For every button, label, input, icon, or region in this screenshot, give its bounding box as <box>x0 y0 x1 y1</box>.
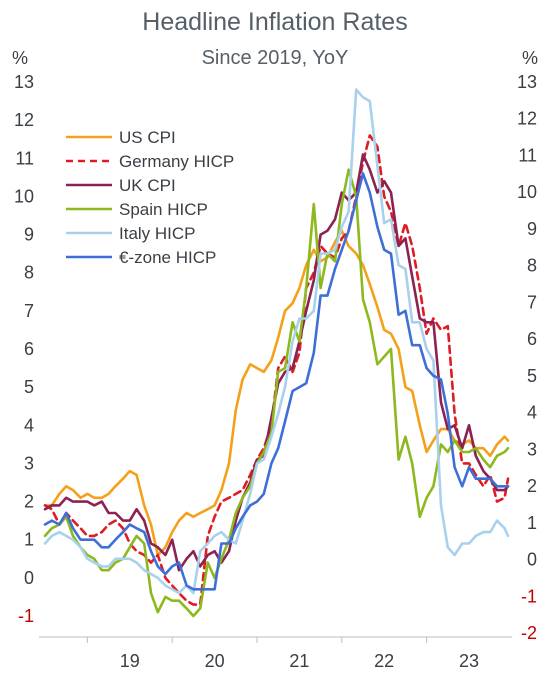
legend-label: Italy HICP <box>119 224 196 243</box>
left-tick-label: 12 <box>14 110 34 130</box>
legend-label: Spain HICP <box>119 200 208 219</box>
right-tick-label: 3 <box>527 439 537 459</box>
legend-label: US CPI <box>119 128 176 147</box>
left-tick-label: 1 <box>24 530 34 550</box>
right-tick-label: 5 <box>527 366 537 386</box>
left-tick-label: 8 <box>24 263 34 283</box>
left-tick-label: 10 <box>14 186 34 206</box>
right-tick-label: -1 <box>521 586 537 606</box>
series-line-us-cpi <box>43 229 510 557</box>
right-axis-unit: % <box>522 48 538 68</box>
left-tick-label: -1 <box>18 606 34 626</box>
right-tick-label: 7 <box>527 292 537 312</box>
left-tick-label: 5 <box>24 377 34 397</box>
right-tick-label: 12 <box>517 109 537 129</box>
chart-title: Headline Inflation Rates <box>142 8 407 36</box>
x-axis-ticks: 19 20 21 22 23 <box>86 637 479 671</box>
left-tick-label: 2 <box>24 492 34 512</box>
x-tick-label: 20 <box>205 651 225 671</box>
chart-subtitle: Since 2019, YoY <box>202 47 349 69</box>
legend: US CPI Germany HICP UK CPI Spain HICP Italy … <box>66 128 234 267</box>
right-tick-label: 0 <box>527 550 537 570</box>
right-tick-label: 1 <box>527 513 537 533</box>
right-tick-label: 6 <box>527 329 537 349</box>
left-tick-label: 3 <box>24 453 34 473</box>
left-tick-label: 6 <box>24 339 34 359</box>
right-tick-label: 10 <box>517 182 537 202</box>
left-tick-label: 13 <box>14 72 34 92</box>
legend-label: UK CPI <box>119 176 176 195</box>
right-tick-label: 11 <box>518 145 537 165</box>
left-tick-label: 9 <box>24 225 34 245</box>
right-tick-label: 4 <box>527 403 537 423</box>
x-tick-label: 21 <box>289 651 309 671</box>
left-tick-label: 7 <box>24 301 34 321</box>
left-axis-unit: % <box>12 48 28 68</box>
x-tick-label: 19 <box>120 651 140 671</box>
left-tick-label: 4 <box>24 415 34 435</box>
series-line-italy-hicp <box>43 88 510 595</box>
series-line-spain-hicp <box>43 168 510 618</box>
x-tick-label: 23 <box>459 651 479 671</box>
right-tick-label: -2 <box>521 623 537 643</box>
right-tick-label: 2 <box>527 476 537 496</box>
series-line-germany-hicp <box>43 134 510 606</box>
right-tick-label: 9 <box>527 219 537 239</box>
series-line-uk-cpi <box>43 153 510 572</box>
legend-label: Germany HICP <box>119 152 234 171</box>
left-tick-label: 0 <box>24 568 34 588</box>
legend-label: €-zone HICP <box>119 248 216 267</box>
series-lines <box>43 88 510 618</box>
x-tick-label: 22 <box>374 651 394 671</box>
right-tick-label: 13 <box>517 72 537 92</box>
series-line-zone-hicp <box>43 172 510 591</box>
left-tick-label: 11 <box>15 148 34 168</box>
right-tick-label: 8 <box>527 256 537 276</box>
